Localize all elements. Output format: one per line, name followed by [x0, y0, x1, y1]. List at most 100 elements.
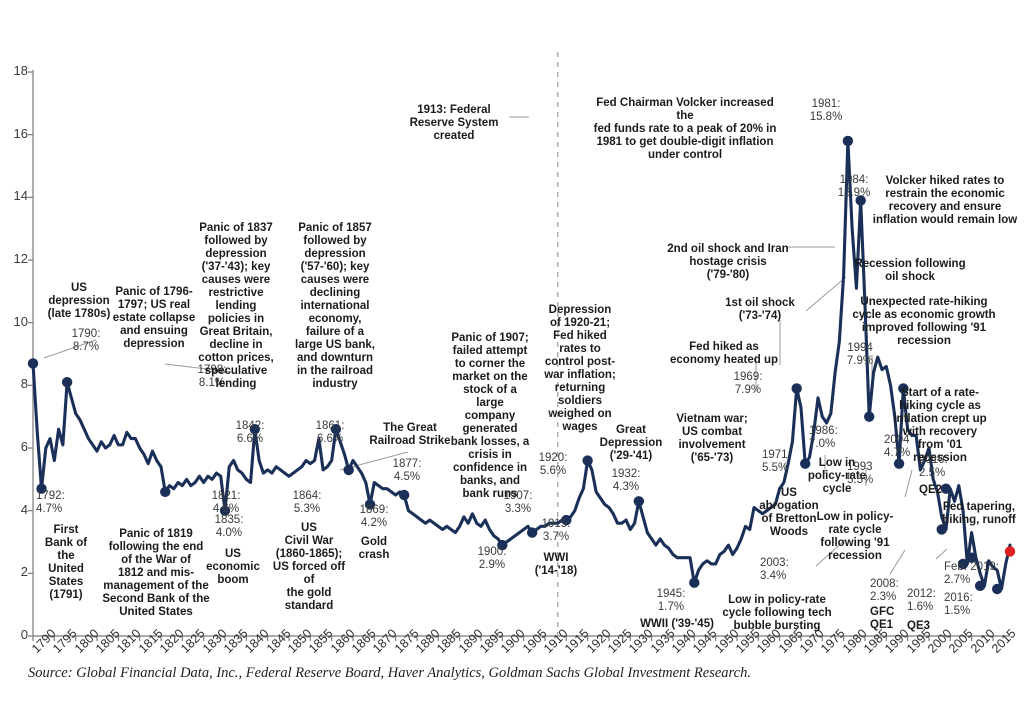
annotation-2004-value: 2004 4.7% [884, 434, 911, 459]
y-tick-16: 16 [13, 125, 28, 141]
source-note: Source: Global Financial Data, Inc., Fed… [28, 665, 751, 681]
annotation-us-depression-1780s: US depression (late 1780s) [47, 282, 111, 320]
annotation-federal-reserve-created: 1913: Federal Reserve System created [409, 104, 499, 142]
annotation-2003-value: 2003: 3.4% [760, 557, 789, 582]
marked-point-2010 [966, 552, 977, 563]
y-tick-0: 0 [20, 627, 28, 642]
axes-group [28, 70, 1010, 641]
annotation-1877-value: 1877: 4.5% [392, 458, 422, 483]
leader-line-14 [904, 469, 913, 498]
marked-point-1993 [893, 458, 905, 469]
marked-point-1969 [791, 383, 802, 394]
marked-point-1864 [343, 464, 354, 476]
annotation-qe2: QE2 [919, 484, 943, 496]
marked-point-1869 [364, 499, 376, 510]
annotation-1869-value: 1869: 4.2% [359, 504, 389, 529]
annotation-1864-value: 1864: 5.3% [292, 490, 322, 515]
annotation-low-policy-rate-cycle: Low in policy-rate cycle [807, 457, 867, 495]
marked-point-1790 [27, 358, 39, 369]
marked-point-1932 [633, 496, 645, 507]
annotation-1900-value: 1900: 2.9% [477, 546, 507, 571]
annotation-1792-value: 1792: 4.7% [36, 490, 65, 515]
annotation-wwii: WWII ('39-'45) [640, 618, 714, 630]
marked-point-1915 [561, 514, 572, 526]
marked-point-1986 [864, 411, 875, 422]
annotation-2010-value: 2010: 2.5% [919, 454, 948, 479]
marked-point-2003 [936, 524, 947, 535]
annotation-1861-value: 1861: 6.6% [315, 420, 345, 445]
annotation-2008-value: 2008: 2.3% [870, 578, 899, 603]
leader-line-6 [815, 539, 846, 567]
marked-point-1821 [160, 486, 171, 498]
leader-line-5 [805, 276, 847, 312]
marked-point-2004 [940, 483, 952, 494]
leader-line-1 [164, 363, 233, 373]
annotation-1835-value: 1835: 4.0% [214, 514, 244, 539]
marked-point-1900 [497, 539, 508, 551]
annotation-great-depression: Great Depression ('29-'41) [599, 424, 663, 462]
annotation-depression-1920-21: Depression of 1920-21; Fed hiked rates t… [544, 304, 616, 433]
annotation-1821-value: 1821: 4.6% [211, 490, 241, 515]
annotation-us-civil-war: US Civil War (1860-1865); US forced off … [272, 522, 346, 612]
y-tick-2: 2 [20, 564, 28, 580]
annotation-1st-oil-shock: 1st oil shock ('73-'74) [725, 297, 795, 322]
annotation-qe3: QE3 [907, 620, 931, 632]
annotation-low-policy-rate-91-recession: Low in policy- rate cycle following '91 … [816, 511, 894, 562]
annotation-fed-hiked-economy-heated: Fed hiked as economy heated up [670, 341, 778, 366]
annotation-2012-value: 2012: 1.6% [907, 588, 936, 613]
y-tick-4: 4 [20, 501, 28, 517]
annotation-feb-2019-value: Feb. 2019: 2.7% [944, 561, 999, 586]
y-tick-14: 14 [13, 188, 28, 204]
annotation-volcker-peak-20pct: Fed Chairman Volcker increased the fed f… [593, 97, 777, 161]
annotation-2nd-oil-shock-iran: 2nd oil shock and Iran hostage crisis ('… [667, 243, 789, 281]
annotation-2016-value: 2016: 1.5% [944, 592, 973, 617]
annotation-1790-value: 1790: 8.7% [71, 328, 101, 353]
annotation-volcker-hiked-rates: Volcker hiked rates to restrain the econ… [872, 175, 1018, 226]
leader-line-7 [889, 549, 906, 575]
annotation-1971-value: 1971: 5.5% [762, 449, 791, 474]
annotation-gold-crash: Gold crash [358, 536, 390, 561]
annotation-low-policy-rate-tech-bubble: Low in policy-rate cycle following tech … [722, 594, 832, 632]
annotation-1915-value: 1915: 3.7% [541, 518, 571, 543]
y-tick-12: 12 [13, 251, 28, 266]
annotation-1945-value: 1945: 1.7% [656, 588, 686, 613]
annotation-panic-1907: Panic of 1907; failed attempt to corner … [450, 332, 530, 500]
y-tick-10: 10 [13, 313, 28, 329]
marked-point-2008 [957, 558, 969, 570]
y-tick-8: 8 [20, 376, 28, 392]
annotation-recession-following-oil-shock: Recession following oil shock [854, 258, 966, 283]
marked-point-1792 [36, 483, 47, 494]
annotation-start-rate-hiking-cycle: Start of a rate- hiking cycle as inflati… [893, 387, 987, 464]
marked-point-1835 [219, 505, 231, 516]
y-tick-18: 18 [13, 63, 28, 78]
annotation-1798-value: 1798: 8.1% [197, 364, 227, 389]
leader-line-0 [43, 339, 97, 359]
annotation-great-railroad-strike: The Great Railroad Strike [369, 422, 451, 447]
marked-point-1971 [800, 458, 811, 469]
annotation-panic-1857: Panic of 1857 followed by depression ('5… [295, 222, 375, 390]
marked-point-1920 [582, 455, 593, 466]
y-tick-6: 6 [20, 439, 28, 454]
annotation-fed-tapering: Fed tapering, hiking, runoff [942, 501, 1016, 526]
marked-point-2012 [974, 580, 986, 592]
annotation-us-economic-boom: US economic boom [206, 548, 260, 586]
annotation-unexpected-rate-hiking-cycle: Unexpected rate-hiking cycle as economic… [852, 296, 996, 347]
marked-point-1994 [898, 383, 909, 394]
marked-point-2019 [1004, 546, 1016, 557]
annotation-1920-value: 1920: 5.6% [538, 452, 568, 477]
annotation-panic-1796-1797: Panic of 1796- 1797; US real estate coll… [112, 286, 196, 350]
marked-point-1877 [398, 489, 410, 501]
rate-line [31, 139, 1012, 591]
annotation-wwi: WWI ('14-'18) [534, 552, 578, 577]
annotation-1986-value: 1986: 7.0% [809, 425, 838, 450]
annotation-vietnam-war: Vietnam war; US combat involvement ('65-… [676, 413, 748, 464]
marked-point-1981 [842, 135, 854, 147]
marked-point-1861 [330, 424, 342, 435]
annotation-1907-value: 1907: 3.3% [503, 490, 533, 515]
leader-line-8 [935, 548, 948, 560]
annotation-1984-value: 1984: 13.9% [837, 174, 871, 199]
marked-points-group [27, 135, 1016, 595]
marked-point-1984 [855, 195, 866, 206]
